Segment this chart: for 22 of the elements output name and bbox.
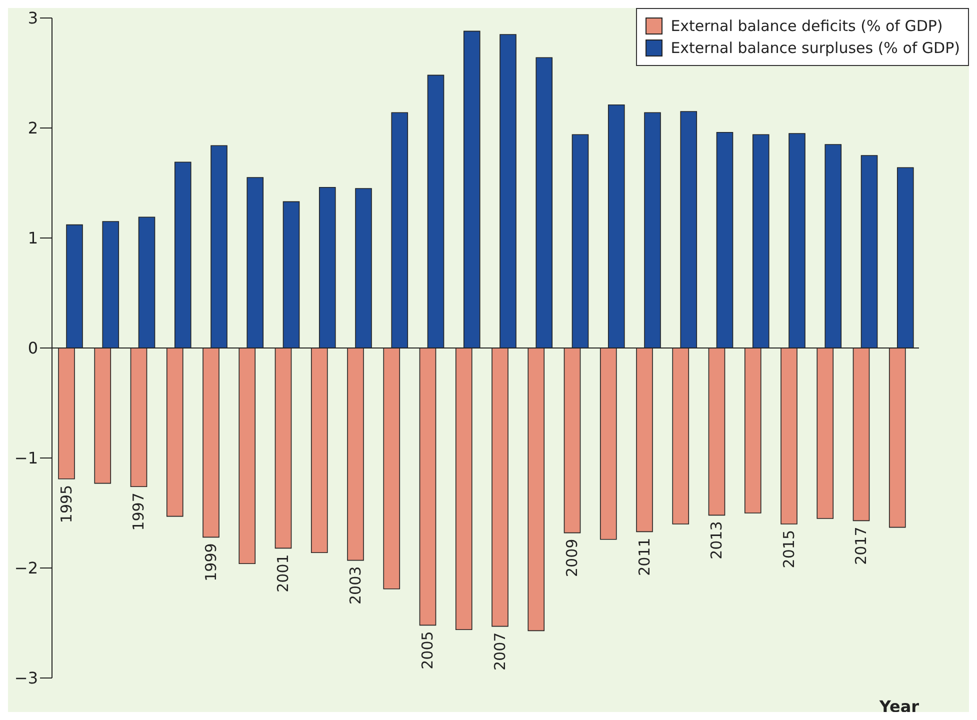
x-tick-label: 2005 xyxy=(418,631,437,670)
y-tick-label: 3 xyxy=(28,8,38,28)
legend-label: External balance surpluses (% of GDP) xyxy=(670,39,960,57)
x-tick-label: 1999 xyxy=(202,543,220,582)
x-tick-label: 2007 xyxy=(491,632,510,670)
x-tick-label: 2015 xyxy=(780,530,798,568)
x-tick-label: 1995 xyxy=(58,484,76,524)
y-tick-label: 0 xyxy=(28,338,38,358)
x-tick-label: 2011 xyxy=(636,538,654,576)
x-axis-title: Year xyxy=(878,697,920,716)
legend-label: External balance deficits (% of GDP) xyxy=(670,17,943,35)
y-tick-label: −3 xyxy=(14,668,38,688)
x-tick-label: 2017 xyxy=(852,526,870,565)
x-tick-label: 2013 xyxy=(708,521,726,560)
x-tick-label: 1997 xyxy=(130,492,148,531)
y-tick-label: 1 xyxy=(28,228,38,248)
x-tick-label: 2001 xyxy=(274,554,292,592)
x-tick-label: 2003 xyxy=(346,566,365,604)
x-tick-label: 2009 xyxy=(563,538,582,577)
y-tick-label: 2 xyxy=(28,118,38,138)
y-tick-label: −1 xyxy=(14,448,38,468)
y-tick-label: −2 xyxy=(14,558,38,578)
